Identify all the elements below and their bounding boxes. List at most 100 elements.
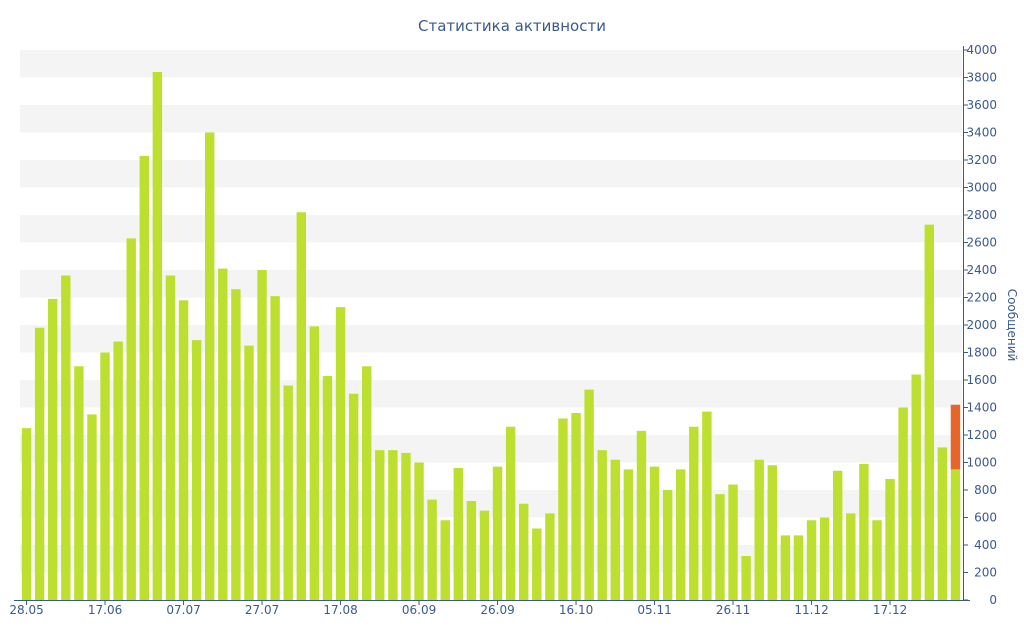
bar bbox=[702, 411, 712, 601]
bar bbox=[205, 132, 215, 600]
grid-band bbox=[20, 215, 962, 243]
x-tick-label: 06.09 bbox=[402, 603, 436, 617]
x-tick-label: 11.12 bbox=[794, 603, 828, 617]
bar bbox=[872, 520, 882, 600]
grid-bands bbox=[20, 50, 962, 573]
grid-band bbox=[20, 270, 962, 298]
x-tick-labels: 28.05 17.06 07.07 27.07 17.08 06.09 26.09 16.10… bbox=[9, 603, 907, 617]
bar bbox=[545, 513, 555, 601]
bar bbox=[610, 459, 620, 600]
bar bbox=[322, 375, 333, 601]
bar bbox=[48, 298, 58, 601]
bar-series bbox=[21, 72, 961, 601]
bar-highlight bbox=[950, 404, 961, 470]
bar bbox=[165, 275, 176, 600]
y-tick-label: 400 bbox=[974, 538, 997, 552]
bar bbox=[492, 466, 503, 601]
y-tick-label: 3600 bbox=[966, 98, 997, 112]
bar bbox=[218, 268, 228, 601]
bar bbox=[793, 535, 804, 601]
bar bbox=[401, 452, 411, 601]
bar bbox=[466, 501, 477, 600]
chart-title: Статистика активности bbox=[418, 17, 606, 35]
bar bbox=[126, 238, 136, 601]
bar bbox=[519, 503, 529, 600]
bar bbox=[283, 385, 293, 600]
y-tick-labels: 0 200 400 600 800 1000 1200 1400 1600 1800 2000 220… bbox=[966, 43, 997, 607]
y-tick-label: 1400 bbox=[966, 401, 997, 415]
bar bbox=[178, 300, 189, 600]
bar bbox=[414, 462, 424, 600]
bar bbox=[505, 426, 516, 600]
bar bbox=[375, 450, 385, 601]
y-tick-label: 3000 bbox=[966, 181, 997, 195]
bar bbox=[623, 469, 634, 601]
bar bbox=[649, 466, 660, 601]
bar bbox=[780, 535, 791, 601]
bar bbox=[754, 459, 764, 600]
bar bbox=[741, 556, 751, 600]
y-tick-label: 0 bbox=[989, 593, 997, 607]
bar bbox=[676, 469, 686, 601]
bar bbox=[440, 520, 450, 600]
bar bbox=[728, 484, 738, 600]
bar bbox=[662, 490, 673, 600]
grid-band bbox=[20, 325, 962, 353]
grid-band bbox=[20, 380, 962, 408]
y-tick-label: 2800 bbox=[966, 208, 997, 222]
bar bbox=[100, 352, 110, 600]
bar bbox=[898, 407, 908, 600]
bar bbox=[427, 499, 437, 601]
bar bbox=[806, 520, 817, 600]
bar bbox=[453, 468, 463, 600]
y-tick-label: 2400 bbox=[966, 263, 997, 277]
bar bbox=[532, 528, 542, 600]
x-tick-label: 28.05 bbox=[9, 603, 43, 617]
bar bbox=[244, 345, 254, 601]
bar bbox=[21, 428, 32, 601]
y-tick-label: 600 bbox=[974, 511, 997, 525]
grid-band bbox=[20, 105, 962, 133]
grid-band bbox=[20, 435, 962, 463]
grid-band bbox=[20, 490, 962, 518]
bar bbox=[937, 447, 948, 601]
bar bbox=[636, 430, 647, 601]
y-tick-label: 3200 bbox=[966, 153, 997, 167]
x-tick-label: 17.08 bbox=[323, 603, 357, 617]
y-tick-label: 1000 bbox=[966, 456, 997, 470]
bar bbox=[362, 366, 372, 600]
y-tick-label: 200 bbox=[974, 566, 997, 580]
y-tick-label: 1800 bbox=[966, 346, 997, 360]
bar bbox=[309, 326, 320, 601]
x-tick-label: 16.10 bbox=[559, 603, 593, 617]
y-axis-title: Сообщений bbox=[1005, 289, 1019, 362]
bar bbox=[846, 513, 856, 601]
bar bbox=[61, 275, 71, 600]
x-tick-label: 26.09 bbox=[480, 603, 514, 617]
bar bbox=[767, 465, 777, 600]
bar bbox=[833, 470, 843, 600]
y-tick-label: 3800 bbox=[966, 71, 997, 85]
bar bbox=[348, 393, 359, 600]
grid-band bbox=[20, 50, 962, 78]
bar bbox=[571, 413, 581, 600]
bar bbox=[335, 307, 346, 601]
bar bbox=[558, 418, 568, 600]
x-tick-label: 27.07 bbox=[245, 603, 279, 617]
x-tick-label: 17.12 bbox=[873, 603, 907, 617]
bar bbox=[74, 366, 84, 600]
bar bbox=[819, 517, 830, 600]
bar bbox=[597, 450, 607, 601]
grid-band bbox=[20, 545, 962, 573]
bar bbox=[715, 494, 725, 601]
axes bbox=[14, 46, 970, 605]
bar bbox=[584, 389, 594, 601]
y-tick-label: 1600 bbox=[966, 373, 997, 387]
bar bbox=[388, 450, 398, 601]
bar bbox=[270, 296, 280, 601]
bar bbox=[139, 155, 149, 601]
y-tick-label: 800 bbox=[974, 483, 997, 497]
x-tick-label: 07.07 bbox=[166, 603, 200, 617]
bar bbox=[296, 212, 306, 600]
